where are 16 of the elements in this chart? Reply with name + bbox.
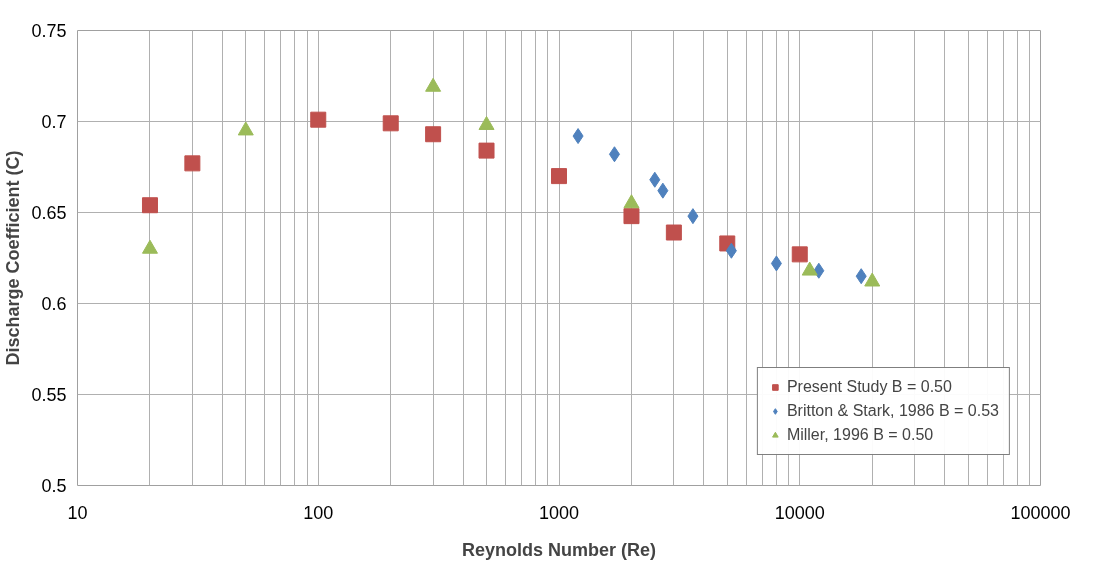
y-tick-label: 0.75 [31, 21, 67, 41]
y-tick-label: 0.5 [41, 476, 67, 496]
x-tick-label: 10000 [774, 502, 825, 523]
legend-label: Britton & Stark, 1986 B = 0.53 [786, 402, 999, 420]
y-tick-label: 0.55 [31, 385, 67, 405]
x-tick-label: 1000 [538, 502, 580, 523]
legend-label: Miller, 1996 B = 0.50 [786, 426, 934, 444]
y-tick-label: 0.6 [41, 294, 67, 314]
x-tick-label: 100 [303, 502, 334, 523]
y-tick-label: 0.7 [41, 112, 67, 132]
x-tick-label: 100000 [1010, 502, 1071, 523]
x-axis-title: Reynolds Number (Re) [461, 539, 657, 560]
x-tick-label: 10 [67, 502, 88, 523]
y-tick-label: 0.65 [31, 203, 67, 223]
y-axis-title: Discharge Coefficient (C) [3, 150, 24, 366]
legend-label: Present Study B = 0.50 [786, 378, 952, 396]
